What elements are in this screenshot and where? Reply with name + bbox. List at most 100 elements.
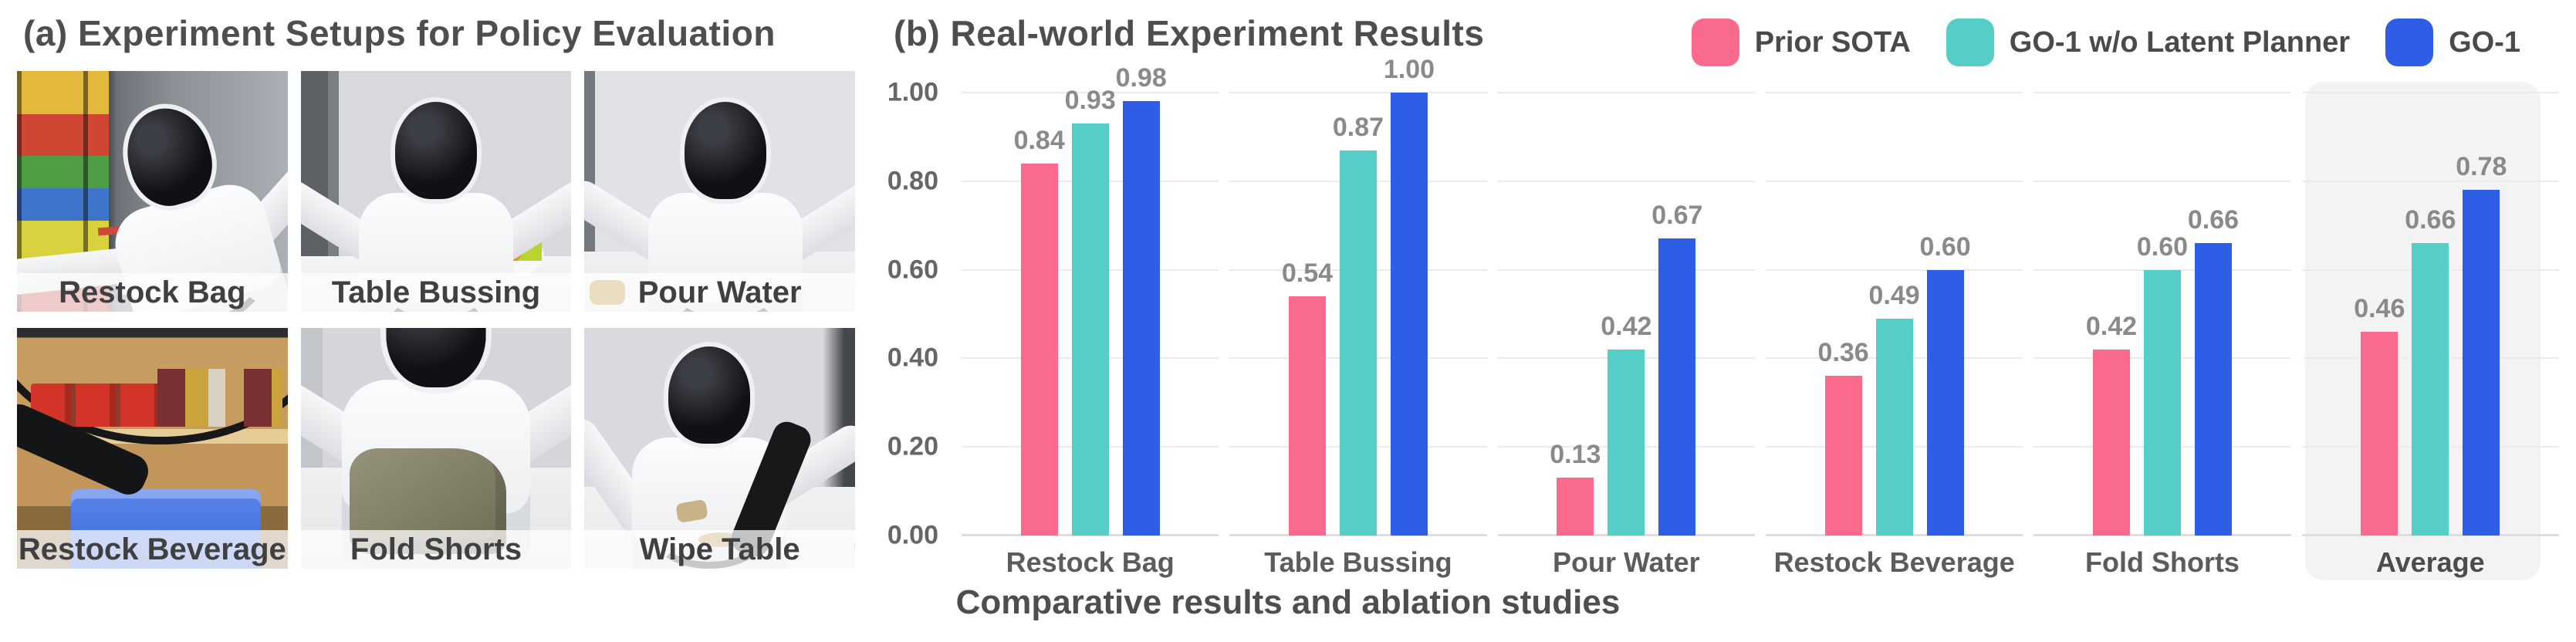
photo-pour-water: Pour Water [584, 71, 855, 312]
bar-prior-sota [1020, 163, 1058, 536]
bar-slot: 0.42 [1601, 93, 1651, 536]
y-tick-label: 1.00 [887, 77, 938, 107]
bar-group: 0.36 0.49 0.60 [1766, 93, 2023, 536]
gridline [1497, 92, 1755, 93]
photo-restock-beverage: Restock Beverage [17, 328, 288, 569]
bar-slot: 0.60 [1920, 93, 1971, 536]
bar-go-1-w-o-latent-planner [1607, 349, 1645, 536]
photo-fold-shorts: Fold Shorts [300, 328, 572, 569]
gridline [2033, 92, 2291, 93]
robot-head [663, 342, 755, 448]
bar-value-label: 0.54 [1281, 258, 1334, 289]
bar-slot: 0.66 [2405, 93, 2456, 536]
photo-label: Fold Shorts [300, 530, 572, 569]
gridline [1497, 269, 1755, 271]
bar-group: 0.13 0.42 0.67 [1498, 93, 1755, 536]
bar-value-label: 0.49 [1868, 280, 1920, 310]
bar-group: 0.46 0.66 0.78 [2302, 93, 2559, 536]
photo-accent-4 [590, 280, 625, 305]
bar-go-1 [1390, 93, 1428, 536]
bar-value-label: 0.84 [1013, 125, 1065, 155]
gridline [1229, 92, 1487, 93]
bar-go-1 [2463, 190, 2500, 536]
gridline [2301, 92, 2559, 93]
bar-group: 0.42 0.60 0.66 [2033, 93, 2290, 536]
legend-item: GO-1 [2385, 19, 2520, 66]
bar-slot: 1.00 [1384, 55, 1435, 536]
category-label: Fold Shorts [2084, 546, 2240, 578]
bar-prior-sota [1557, 478, 1594, 536]
bar-go-1-w-o-latent-planner [1339, 150, 1377, 536]
bar-prior-sota [2361, 331, 2399, 536]
bar-value-label: 0.78 [2456, 152, 2507, 182]
gridline [1765, 92, 2023, 93]
photo-table-bussing: Table Bussing [300, 71, 572, 312]
bar-chart-plot: 0.84 0.93 0.98 Restock Bag 0.54 0.87 1.00 Table… [962, 55, 2559, 580]
bar-prior-sota [2092, 349, 2130, 536]
photo-label: Restock Bag [17, 273, 288, 312]
chart-legend: Prior SOTA GO-1 w/o Latent Planner GO-1 [1691, 17, 2520, 68]
bar-value-label: 0.42 [2085, 311, 2138, 341]
experiment-photo-grid: Restock Bag Table Bussing Pour Water Restoc… [17, 71, 855, 569]
y-tick-label: 0.60 [887, 255, 938, 285]
legend-item: GO-1 w/o Latent Planner [1946, 19, 2350, 66]
bar-go-1 [2194, 243, 2232, 536]
category-label: Average [2375, 546, 2485, 578]
panel-b-title: (b) Real-world Experiment Results [894, 13, 1485, 53]
bar-slot: 0.46 [2354, 93, 2405, 536]
bar-go-1-w-o-latent-planner [1071, 123, 1109, 536]
bar-value-label: 0.98 [1115, 63, 1167, 93]
y-tick-label: 0.20 [887, 431, 938, 461]
bar-slot: 0.93 [1065, 86, 1116, 536]
category-label: Pour Water [1552, 546, 1700, 578]
bar-slot: 0.98 [1116, 63, 1167, 536]
category-label: Restock Beverage [1773, 546, 2015, 578]
figure-caption: Comparative results and ablation studies [955, 583, 1621, 621]
bar-value-label: 0.93 [1064, 86, 1116, 116]
bar-value-label: 0.67 [1651, 201, 1703, 231]
chart-panel-pour-water: 0.13 0.42 0.67 Pour Water [1497, 92, 1755, 578]
bar-value-label: 0.66 [2405, 205, 2456, 235]
bar-go-1-w-o-latent-planner [2412, 243, 2449, 536]
legend-swatch-icon [1691, 19, 1739, 66]
bar-value-label: 0.36 [1817, 338, 1869, 368]
bar-slot: 0.60 [2137, 93, 2188, 536]
bar-slot: 0.42 [2086, 93, 2137, 536]
bar-group: 0.54 0.87 1.00 [1229, 55, 1486, 536]
y-axis-ticks: 0.00 0.20 0.40 0.60 0.80 1.00 [841, 78, 949, 550]
legend-item: Prior SOTA [1691, 19, 1911, 66]
bar-slot: 0.49 [1869, 93, 1920, 536]
bar-value-label: 0.13 [1550, 440, 1601, 470]
gridline [2301, 180, 2559, 182]
panel-a-title: (a) Experiment Setups for Policy Evaluat… [23, 13, 776, 53]
gridline [2033, 180, 2291, 182]
photo-restock-bag: Restock Bag [17, 71, 288, 312]
bar-value-label: 0.42 [1601, 311, 1652, 341]
photo-label: Restock Beverage [17, 530, 288, 569]
robot-head [390, 97, 482, 204]
bar-prior-sota [1288, 296, 1326, 536]
bar-slot: 0.66 [2188, 93, 2239, 536]
bar-group: 0.84 0.93 0.98 [962, 63, 1219, 536]
photo-label: Table Bussing [300, 273, 572, 312]
bar-slot: 0.13 [1550, 93, 1601, 536]
y-tick-label: 0.80 [887, 166, 938, 196]
y-tick-label: 0.00 [887, 520, 938, 550]
bar-value-label: 0.60 [1919, 231, 1971, 262]
bar-slot: 0.67 [1651, 93, 1702, 536]
bar-go-1-w-o-latent-planner [1875, 318, 1913, 536]
chart-panel-restock-bag: 0.84 0.93 0.98 Restock Bag [962, 63, 1219, 578]
category-label: Table Bussing [1264, 546, 1452, 578]
bar-value-label: 0.66 [2187, 205, 2240, 235]
gridline [1765, 180, 2023, 182]
chart-panel-table-bussing: 0.54 0.87 1.00 Table Bussing [1229, 55, 1487, 578]
photo-label: Pour Water [584, 273, 855, 312]
photo-wipe-table: Wipe Table [584, 328, 855, 569]
bar-slot: 0.87 [1333, 93, 1384, 536]
gridline [962, 92, 1219, 93]
gridline [1497, 180, 1755, 182]
bar-slot: 0.84 [1014, 93, 1065, 536]
bar-go-1 [1122, 101, 1160, 536]
bar-go-1-w-o-latent-planner [2143, 269, 2181, 536]
